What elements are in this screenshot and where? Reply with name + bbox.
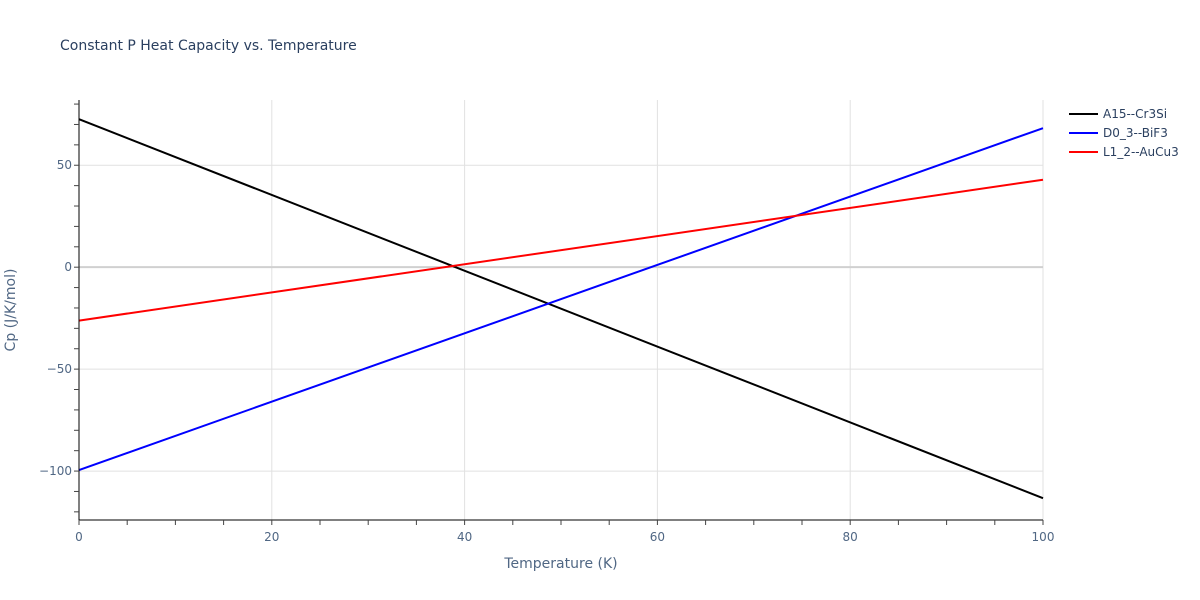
- series-lines: [78, 118, 1044, 500]
- grid-lines: [79, 100, 1044, 520]
- chart-title: Constant P Heat Capacity vs. Temperature: [60, 38, 357, 54]
- x-tick-label: 80: [843, 530, 858, 544]
- legend-item[interactable]: D0_3--BiF3: [1069, 126, 1168, 140]
- y-axis-label: Cp (J/K/mol): [3, 269, 19, 352]
- legend-label: L1_2--AuCu3: [1103, 145, 1179, 159]
- axes: 0 20 40 60 80 100 −100 −50 0 50: [39, 100, 1054, 544]
- x-tick-label: 20: [264, 530, 279, 544]
- y-tick-label: 0: [64, 260, 72, 274]
- legend-item[interactable]: L1_2--AuCu3: [1069, 145, 1179, 159]
- x-tick-label: 40: [457, 530, 472, 544]
- legend-item[interactable]: A15--Cr3Si: [1069, 107, 1167, 121]
- legend-label: D0_3--BiF3: [1103, 126, 1168, 140]
- y-tick-label: 50: [57, 158, 72, 172]
- series-line: [78, 127, 1044, 471]
- x-tick-label: 100: [1032, 530, 1055, 544]
- x-axis-label: Temperature (K): [503, 556, 617, 572]
- legend-label: A15--Cr3Si: [1103, 107, 1167, 121]
- series-line: [78, 118, 1044, 500]
- legend: A15--Cr3Si D0_3--BiF3 L1_2--AuCu3: [1069, 107, 1179, 159]
- series-line: [78, 178, 1044, 322]
- x-tick-label: 0: [75, 530, 83, 544]
- y-tick-label: −50: [47, 362, 72, 376]
- x-tick-label: 60: [650, 530, 665, 544]
- y-tick-label: −100: [39, 464, 72, 478]
